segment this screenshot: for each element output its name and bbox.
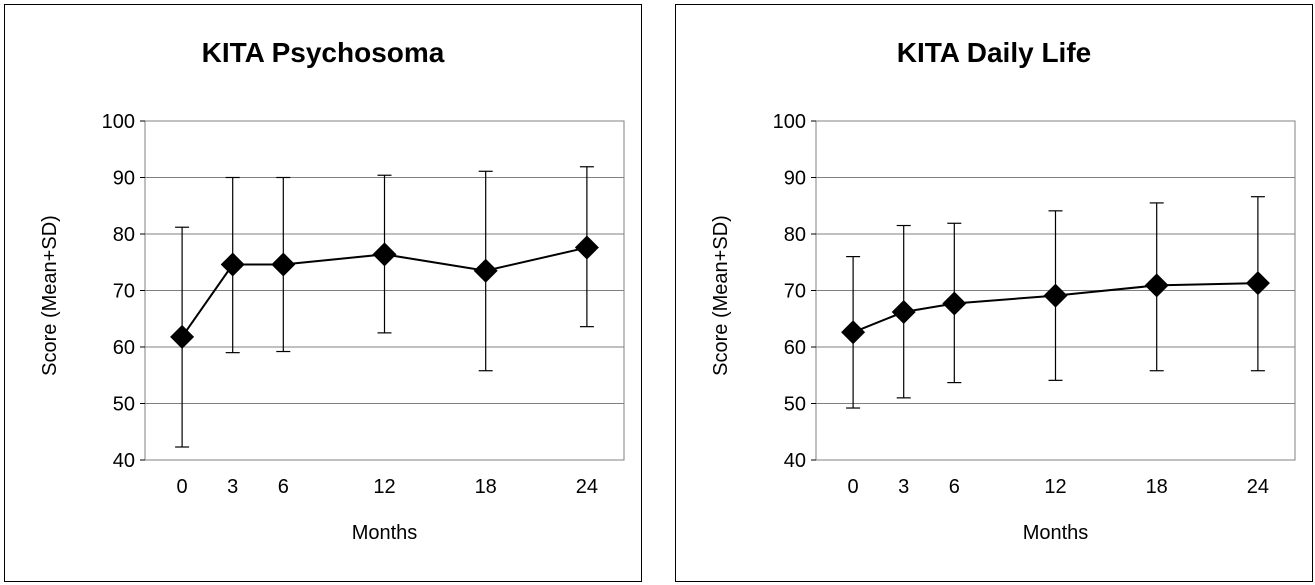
x-tick-label: 3 xyxy=(898,476,909,498)
x-tick-label: 0 xyxy=(848,476,859,498)
x-tick-label: 12 xyxy=(373,476,395,498)
data-point-marker xyxy=(942,291,967,316)
x-tick-label: 6 xyxy=(949,476,960,498)
y-tick-label: 40 xyxy=(784,450,806,472)
x-tick-label: 18 xyxy=(1146,476,1168,498)
data-point-marker xyxy=(1245,271,1270,296)
data-point-marker xyxy=(170,324,195,349)
data-point-marker xyxy=(574,235,599,260)
data-point-marker xyxy=(372,242,397,267)
y-tick-label: 80 xyxy=(784,224,806,246)
chart-title: KITA Psychosoma xyxy=(202,37,445,68)
y-tick-label: 100 xyxy=(102,111,135,133)
data-point-marker xyxy=(1144,273,1169,298)
chart-svg-psychosoma: KITA Psychosoma 40 50 60 70 80 90 100 0 3 6 12 18 24 M… xyxy=(39,37,625,544)
data-point-marker xyxy=(220,252,245,277)
data-point-marker xyxy=(1043,283,1068,308)
data-point-marker xyxy=(473,258,498,283)
data-point-marker xyxy=(841,320,866,345)
x-axis-label: Months xyxy=(1023,522,1089,544)
chart-title: KITA Daily Life xyxy=(897,37,1091,68)
data-point-marker xyxy=(271,252,296,277)
x-tick-label: 3 xyxy=(227,476,238,498)
y-tick-label: 70 xyxy=(784,281,806,303)
x-tick-label: 0 xyxy=(177,476,188,498)
y-axis-label: Score (Mean+SD) xyxy=(39,215,61,376)
y-tick-label: 50 xyxy=(784,394,806,416)
y-tick-label: 90 xyxy=(784,168,806,190)
y-axis-label: Score (Mean+SD) xyxy=(710,215,732,376)
x-tick-label: 18 xyxy=(475,476,497,498)
chart-svg-daily-life: KITA Daily Life 40 50 60 70 80 90 100 0 3 6 12 18 24 M… xyxy=(710,37,1296,544)
x-tick-label: 24 xyxy=(1247,476,1269,498)
data-point-marker xyxy=(891,299,916,324)
chart-panel-daily-life: KITA Daily Life 40 50 60 70 80 90 100 0 3 6 12 18 24 M… xyxy=(675,4,1313,582)
chart-panel-psychosoma: KITA Psychosoma 40 50 60 70 80 90 100 0 3 6 12 18 24 M… xyxy=(4,4,642,582)
x-tick-label: 6 xyxy=(278,476,289,498)
x-tick-label: 24 xyxy=(576,476,598,498)
x-tick-label: 12 xyxy=(1044,476,1066,498)
y-tick-label: 60 xyxy=(784,337,806,359)
series-line xyxy=(181,246,588,338)
y-tick-label: 80 xyxy=(113,224,135,246)
y-tick-label: 40 xyxy=(113,450,135,472)
y-tick-label: 60 xyxy=(113,337,135,359)
y-tick-label: 50 xyxy=(113,394,135,416)
x-axis-label: Months xyxy=(352,522,418,544)
y-tick-label: 70 xyxy=(113,281,135,303)
y-tick-label: 90 xyxy=(113,168,135,190)
y-tick-label: 100 xyxy=(773,111,806,133)
